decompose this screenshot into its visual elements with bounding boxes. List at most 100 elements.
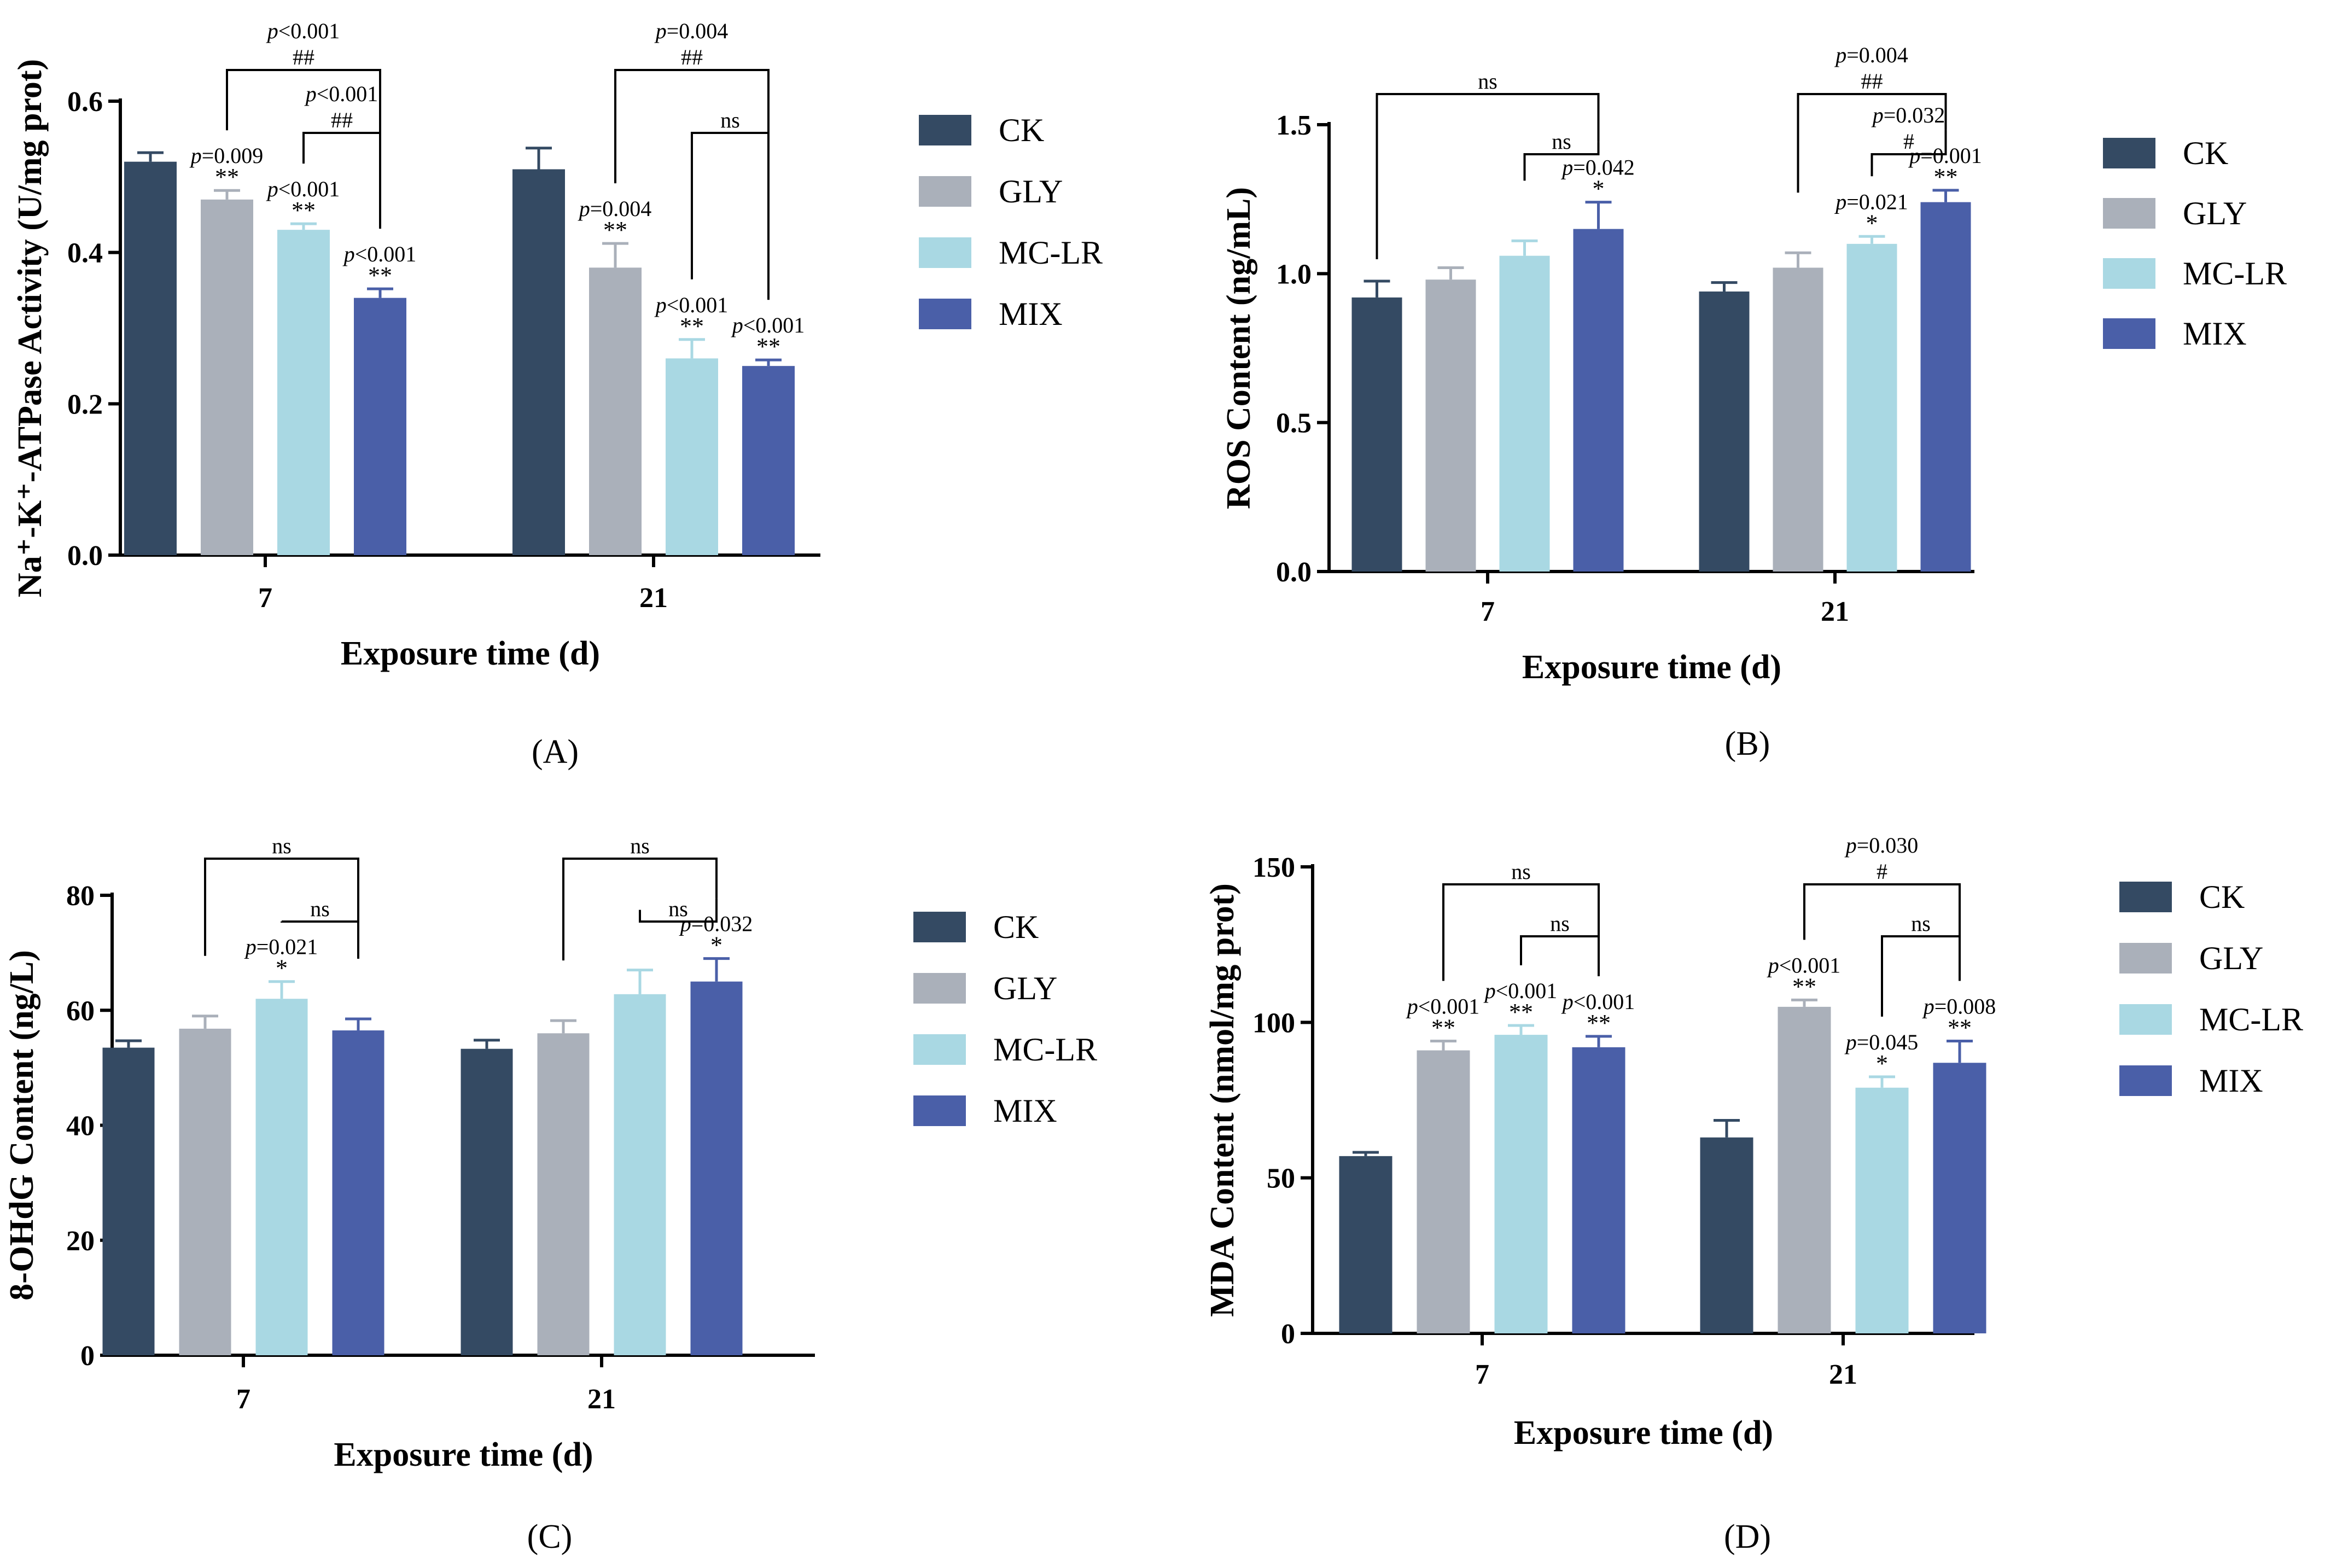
- p-value-label: p=0.032: [679, 912, 753, 936]
- legend-swatch-gly: [919, 176, 971, 207]
- significance-stars: *: [1593, 176, 1605, 202]
- legend-swatch-mix: [2103, 318, 2155, 349]
- bar-mc-lr: [666, 358, 718, 555]
- significance-stars: **: [1792, 973, 1816, 1000]
- x-tick-label: 7: [258, 582, 272, 614]
- comparison-bracket: [639, 898, 718, 923]
- y-tick-label: 20: [66, 1226, 95, 1257]
- bar-gly: [179, 1028, 231, 1355]
- bar-mix: [1572, 1047, 1625, 1333]
- p-value: =0.001: [1920, 143, 1982, 168]
- comparison-bracket: [1881, 935, 1961, 1017]
- p-value: =0.021: [1846, 189, 1908, 214]
- legend-swatch-mc-lr: [913, 1034, 966, 1065]
- p-value-label: p<0.001: [654, 293, 729, 317]
- legend-swatch-ck: [2103, 138, 2155, 168]
- bracket-label: ##: [681, 45, 703, 69]
- bar-ck: [1699, 292, 1750, 572]
- y-tick-label: 1.0: [1276, 259, 1312, 290]
- legend-label-gly: GLY: [2199, 940, 2263, 976]
- p-value-label: p<0.001: [731, 313, 805, 337]
- legend-swatch-mix: [919, 299, 971, 329]
- x-tick-label: 21: [1821, 596, 1849, 627]
- panel-label: (C): [527, 1518, 573, 1555]
- comparison-bracket: [1376, 93, 1600, 259]
- y-tick-label: 0.4: [67, 238, 103, 269]
- comparison-bracket: [1442, 883, 1600, 981]
- chart-panel-c: 0 20 40 60 80 7 21 Exposure time (d) 8-OHdG Cont…: [3, 833, 1097, 1555]
- bar-mc-lr: [1846, 243, 1897, 572]
- bar-gly: [201, 199, 253, 555]
- p-value: =0.030: [1857, 833, 1919, 858]
- comparison-bracket: [1871, 130, 1947, 177]
- bar-gly: [1425, 279, 1476, 572]
- significance-stars: *: [1876, 1050, 1888, 1077]
- p-symbol: p: [1483, 978, 1496, 1003]
- legend-swatch-gly: [2119, 943, 2172, 974]
- y-tick-label: 80: [66, 881, 95, 912]
- legend-label-mix: MIX: [2183, 316, 2247, 352]
- p-symbol: p: [1871, 103, 1884, 127]
- legend-swatch-mc-lr: [919, 237, 971, 268]
- bracket-label: ns: [1911, 911, 1931, 936]
- bar-gly: [1773, 267, 1823, 572]
- legend-swatch-ck: [913, 912, 966, 942]
- p-symbol: p: [266, 19, 278, 43]
- p-value-label: p=0.008: [1922, 994, 1996, 1018]
- legend-label-gly: GLY: [999, 173, 1063, 209]
- y-tick-label: 0.0: [67, 540, 103, 572]
- bar-mix: [1920, 202, 1971, 572]
- p-symbol: p: [189, 143, 202, 168]
- bar-mix: [1933, 1063, 1986, 1333]
- legend-label-ck: CK: [2199, 879, 2245, 915]
- legend-swatch-ck: [919, 115, 971, 145]
- bracket-p-value: p<0.001: [266, 19, 340, 43]
- y-tick-label: 40: [66, 1111, 95, 1142]
- bar-gly: [1778, 1006, 1831, 1333]
- bar-mix: [1573, 229, 1624, 572]
- legend: CK GLY MC-LR MIX: [919, 112, 1103, 332]
- y-tick-label: 100: [1252, 1007, 1295, 1039]
- bracket-p-value: p=0.004: [654, 19, 729, 43]
- bar-ck: [1700, 1137, 1753, 1333]
- legend-swatch-gly: [913, 973, 966, 1004]
- bar-mc-lr: [255, 999, 308, 1355]
- chart-panel-a: 0.0 0.2 0.4 0.6 7 21 Exposure time (d) Na⁺-K⁺-A…: [11, 19, 1103, 771]
- x-tick-label: 21: [1829, 1359, 1857, 1390]
- p-symbol: p: [1406, 994, 1418, 1018]
- significance-stars: **: [292, 197, 316, 224]
- legend-label-mix: MIX: [2199, 1063, 2263, 1099]
- legend-label-mc-lr: MC-LR: [2183, 255, 2287, 292]
- bracket-label: ##: [331, 108, 353, 132]
- p-value-label: p<0.001: [342, 242, 417, 266]
- p-value: =0.032: [1884, 103, 1945, 127]
- p-value-label: p<0.001: [1561, 989, 1635, 1014]
- y-tick-label: 0.2: [67, 389, 103, 420]
- p-value: =0.021: [257, 935, 318, 959]
- bar-ck: [512, 169, 565, 555]
- comparison-bracket: [1520, 935, 1600, 976]
- y-axis-title: 8-OHdG Content (ng/L): [3, 950, 40, 1301]
- p-symbol: p: [266, 177, 278, 201]
- bracket-label: #: [1877, 859, 1887, 884]
- legend-label-mix: MIX: [999, 296, 1063, 332]
- p-symbol: p: [578, 196, 590, 221]
- significance-stars: *: [710, 932, 722, 959]
- p-value: <0.001: [1418, 994, 1480, 1018]
- legend-label-ck: CK: [2183, 135, 2228, 171]
- significance-stars: **: [1587, 1010, 1611, 1036]
- bar-ck: [102, 1047, 155, 1355]
- y-tick-label: 0.0: [1276, 557, 1312, 588]
- bracket-label: ns: [630, 833, 650, 858]
- bracket-label: ns: [1552, 129, 1571, 154]
- bar-mix: [332, 1030, 384, 1355]
- y-tick-label: 0.6: [67, 86, 103, 118]
- p-value: <0.001: [1574, 989, 1635, 1014]
- legend-label-gly: GLY: [993, 970, 1057, 1006]
- bar-ck: [1351, 297, 1402, 572]
- p-value: <0.001: [667, 293, 729, 317]
- y-axis-title: Na⁺-K⁺-ATPase Activity (U/mg prot): [11, 59, 49, 597]
- bracket-label: ns: [1478, 69, 1497, 94]
- x-tick-label: 21: [639, 582, 668, 614]
- p-value: =0.004: [667, 19, 729, 43]
